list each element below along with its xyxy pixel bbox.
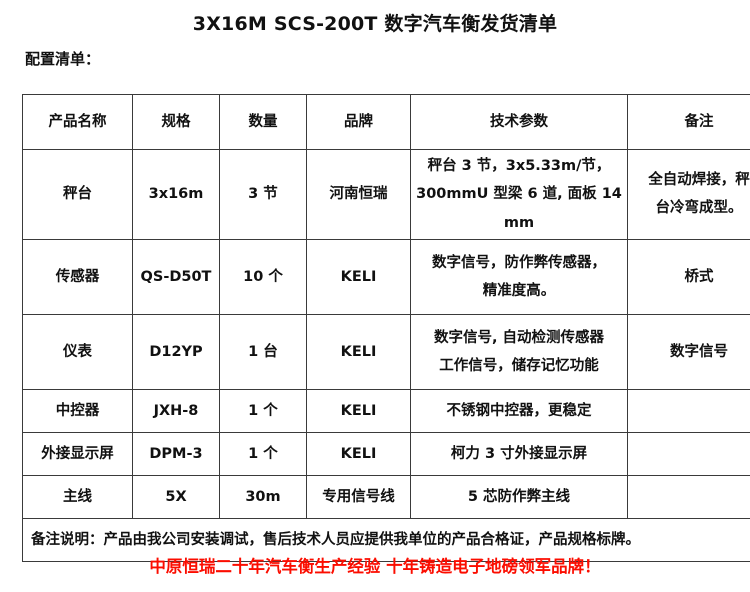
- cell-remark: [627, 474, 750, 519]
- cell-brand: 河南恒瑞: [306, 149, 411, 240]
- table-row: 秤台 3x16m 3 节 河南恒瑞 秤台 3 节，3x5.33m/节， 300m…: [22, 149, 750, 240]
- cell-tech-params: 柯力 3 寸外接显示屏: [410, 431, 628, 476]
- cell-tech-line: 工作信号，储存记忆功能: [439, 357, 599, 374]
- cell-note: 备注说明：产品由我公司安装调试，售后技术人员应提供我单位的产品合格证，产品规格标…: [22, 517, 750, 562]
- cell-tech-params: 5 芯防作弊主线: [410, 474, 628, 519]
- cell-quantity: 1 个: [219, 388, 307, 433]
- page-title: 3X16M SCS-200T 数字汽车衡发货清单: [192, 13, 558, 35]
- cell-tech-params: 数字信号，防作弊传感器， 精准度高。: [410, 238, 628, 315]
- cell-product-name: 中控器: [22, 388, 133, 433]
- cell-remark: 桥式: [627, 238, 750, 315]
- table-row: 仪表 D12YP 1 台 KELI 数字信号, 自动检测传感器 工作信号，储存记…: [22, 313, 750, 390]
- cell-tech-params: 秤台 3 节，3x5.33m/节， 300mmU 型梁 6 道, 面板 14mm: [410, 149, 628, 240]
- cell-brand: KELI: [306, 388, 411, 433]
- cell-quantity: 1 个: [219, 431, 307, 476]
- cell-tech-line: 数字信号, 自动检测传感器: [433, 329, 605, 346]
- cell-tech-line: 秤台 3 节，3x5.33m/节，: [427, 158, 611, 174]
- cell-spec: 3x16m: [132, 149, 220, 240]
- table-note-row: 备注说明：产品由我公司安装调试，售后技术人员应提供我单位的产品合格证，产品规格标…: [22, 517, 750, 562]
- cell-tech-line: 300mmU 型梁 6 道, 面板 14mm: [416, 186, 622, 231]
- column-header-tech-params: 技术参数: [410, 94, 628, 150]
- cell-spec: 5X: [132, 474, 220, 519]
- footer-slogan: 中原恒瑞二十年汽车衡生产经验 十年铸造电子地磅领军品牌！: [149, 557, 601, 576]
- cell-tech-line: 精准度高。: [482, 282, 556, 299]
- cell-remark-line: 台冷弯成型。: [655, 200, 743, 217]
- cell-tech-params: 不锈钢中控器，更稳定: [410, 388, 628, 433]
- table-row: 传感器 QS-D50T 10 个 KELI 数字信号，防作弊传感器， 精准度高。…: [22, 238, 750, 315]
- table-header-row: 产品名称 规格 数量 品牌 技术参数 备注: [22, 94, 750, 150]
- cell-quantity: 30m: [219, 474, 307, 519]
- cell-quantity: 1 台: [219, 313, 307, 390]
- column-header-brand: 品牌: [306, 94, 411, 150]
- column-header-product-name: 产品名称: [22, 94, 133, 150]
- cell-tech-params: 数字信号, 自动检测传感器 工作信号，储存记忆功能: [410, 313, 628, 390]
- cell-spec: JXH-8: [132, 388, 220, 433]
- cell-product-name: 外接显示屏: [22, 431, 133, 476]
- configuration-list-label: 配置清单：: [25, 50, 101, 68]
- specification-table: 产品名称 规格 数量 品牌 技术参数 备注 秤台 3x16m 3 节 河南恒瑞 …: [22, 94, 750, 562]
- cell-remark: [627, 388, 750, 433]
- cell-product-name: 主线: [22, 474, 133, 519]
- table-row: 中控器 JXH-8 1 个 KELI 不锈钢中控器，更稳定: [22, 388, 750, 433]
- cell-brand: KELI: [306, 431, 411, 476]
- cell-remark: [627, 431, 750, 476]
- cell-product-name: 秤台: [22, 149, 133, 240]
- cell-brand: 专用信号线: [306, 474, 411, 519]
- table-row: 主线 5X 30m 专用信号线 5 芯防作弊主线: [22, 474, 750, 519]
- cell-brand: KELI: [306, 313, 411, 390]
- cell-quantity: 3 节: [219, 149, 307, 240]
- cell-quantity: 10 个: [219, 238, 307, 315]
- column-header-quantity: 数量: [219, 94, 307, 150]
- cell-brand: KELI: [306, 238, 411, 315]
- cell-remark: 数字信号: [627, 313, 750, 390]
- cell-remark: 全自动焊接，秤 台冷弯成型。: [627, 149, 750, 240]
- cell-spec: D12YP: [132, 313, 220, 390]
- column-header-remark: 备注: [627, 94, 750, 150]
- cell-spec: DPM-3: [132, 431, 220, 476]
- cell-spec: QS-D50T: [132, 238, 220, 315]
- cell-product-name: 仪表: [22, 313, 133, 390]
- cell-product-name: 传感器: [22, 238, 133, 315]
- cell-remark-line: 全自动焊接，秤: [648, 172, 750, 189]
- column-header-spec: 规格: [132, 94, 220, 150]
- table-row: 外接显示屏 DPM-3 1 个 KELI 柯力 3 寸外接显示屏: [22, 431, 750, 476]
- cell-tech-line: 数字信号，防作弊传感器，: [432, 254, 606, 271]
